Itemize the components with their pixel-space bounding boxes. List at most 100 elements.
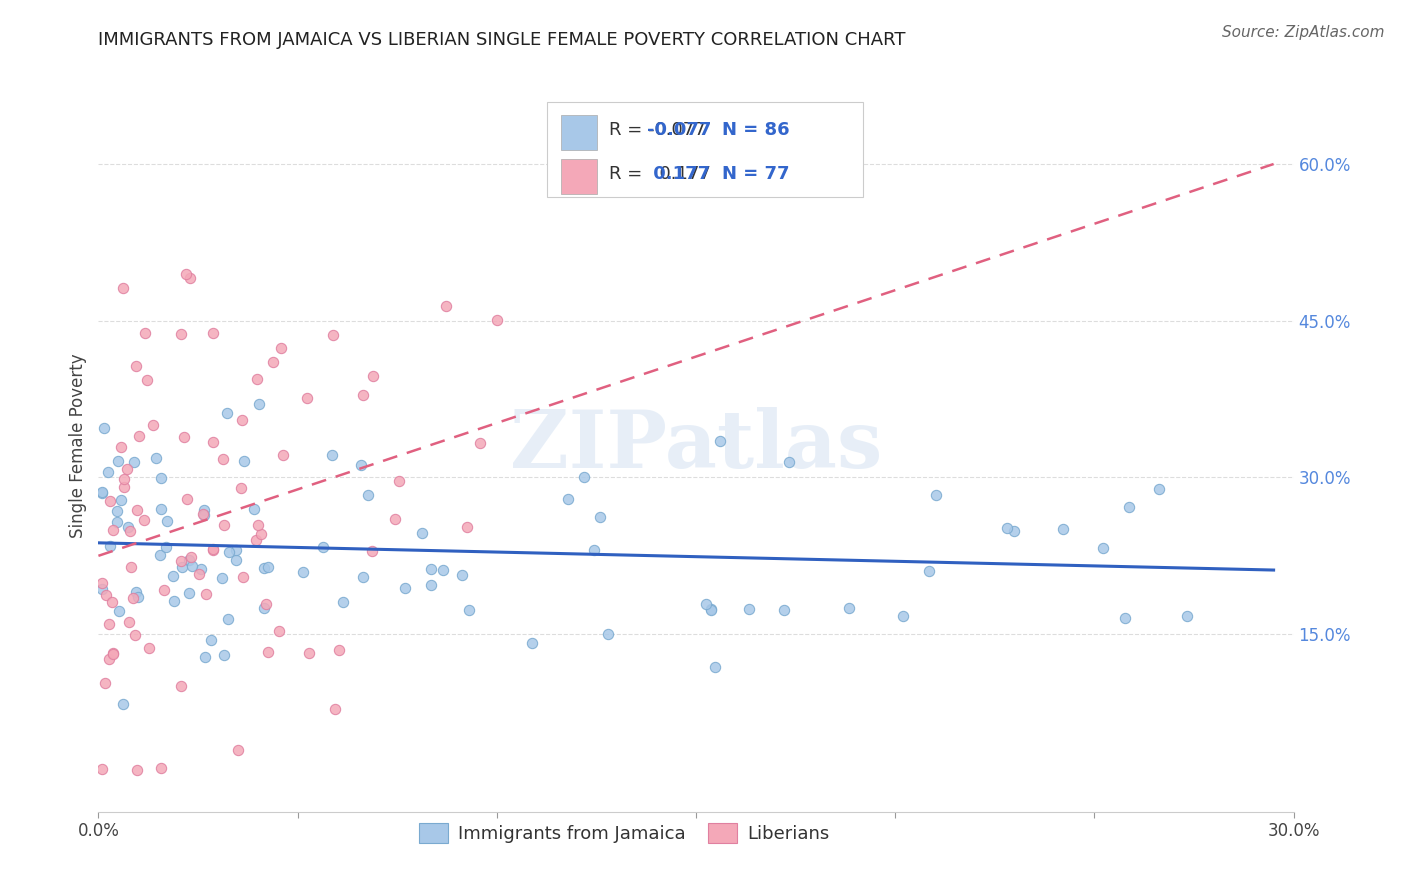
Point <box>97 652 120 666</box>
Point <box>117 520 139 534</box>
Point <box>169 554 191 568</box>
Point <box>572 470 595 484</box>
Point <box>177 553 200 567</box>
Point <box>485 313 508 327</box>
Point <box>180 549 202 564</box>
Point <box>150 471 173 485</box>
Point <box>350 458 373 472</box>
Point <box>211 572 233 586</box>
Point <box>155 541 177 555</box>
Point <box>1002 524 1025 538</box>
Point <box>352 388 374 402</box>
Point <box>112 281 135 295</box>
Point <box>94 676 117 690</box>
Point <box>134 513 156 527</box>
Point <box>120 559 142 574</box>
Point <box>226 743 249 757</box>
Point <box>233 454 256 468</box>
Point <box>98 539 121 553</box>
Point <box>1114 610 1136 624</box>
Point <box>419 562 441 576</box>
Point <box>170 559 193 574</box>
Point <box>434 299 457 313</box>
Point <box>127 590 149 604</box>
Point <box>202 434 225 449</box>
Point <box>150 501 173 516</box>
Point <box>202 542 225 557</box>
Point <box>94 587 117 601</box>
Point <box>394 581 416 595</box>
Point <box>120 524 142 538</box>
Point <box>695 597 717 611</box>
Point <box>122 591 145 606</box>
Point <box>97 465 120 479</box>
FancyBboxPatch shape <box>561 160 596 194</box>
Point <box>181 558 204 573</box>
Point <box>212 518 235 533</box>
Point <box>356 488 378 502</box>
Point <box>91 485 114 500</box>
Point <box>125 584 148 599</box>
Point <box>468 436 491 450</box>
Point <box>170 326 193 341</box>
Text: N = 77: N = 77 <box>723 164 790 183</box>
Point <box>91 582 114 597</box>
Point <box>420 578 443 592</box>
Point <box>700 602 723 616</box>
Point <box>107 454 129 468</box>
Point <box>231 570 253 584</box>
Point <box>156 514 179 528</box>
Point <box>194 587 217 601</box>
Point <box>1052 522 1074 536</box>
Point <box>187 566 209 581</box>
Point <box>257 560 280 574</box>
Point <box>201 326 224 340</box>
Point <box>162 569 184 583</box>
Point <box>225 542 247 557</box>
Point <box>110 440 132 454</box>
Point <box>361 368 384 383</box>
Point <box>247 397 270 411</box>
Point <box>254 597 277 611</box>
Text: N = 86: N = 86 <box>723 120 790 138</box>
Point <box>253 561 276 575</box>
Point <box>332 594 354 608</box>
Point <box>125 503 148 517</box>
Point <box>321 448 343 462</box>
Point <box>193 502 215 516</box>
Point <box>98 494 121 508</box>
Point <box>352 570 374 584</box>
Point <box>361 544 384 558</box>
Point <box>218 545 240 559</box>
Point <box>778 455 800 469</box>
Point <box>112 697 135 711</box>
Point <box>598 626 620 640</box>
Point <box>115 461 138 475</box>
Point <box>91 576 114 591</box>
Point <box>179 271 201 285</box>
Point <box>245 533 267 547</box>
Point <box>918 564 941 578</box>
Point <box>134 326 156 340</box>
Point <box>225 553 247 567</box>
Point <box>194 650 217 665</box>
Legend: Immigrants from Jamaica, Liberians: Immigrants from Jamaica, Liberians <box>412 816 837 850</box>
Point <box>323 701 346 715</box>
Point <box>177 585 200 599</box>
Point <box>152 582 174 597</box>
FancyBboxPatch shape <box>547 103 863 197</box>
Point <box>122 455 145 469</box>
Point <box>91 485 114 500</box>
Point <box>253 601 276 615</box>
Point <box>169 679 191 693</box>
Point <box>103 647 125 661</box>
Point <box>738 601 761 615</box>
Point <box>174 267 197 281</box>
Point <box>247 518 270 533</box>
Point <box>105 504 128 518</box>
Point <box>1175 608 1198 623</box>
Point <box>193 508 215 522</box>
Point <box>124 627 146 641</box>
Point <box>149 762 172 776</box>
Point <box>193 507 215 521</box>
